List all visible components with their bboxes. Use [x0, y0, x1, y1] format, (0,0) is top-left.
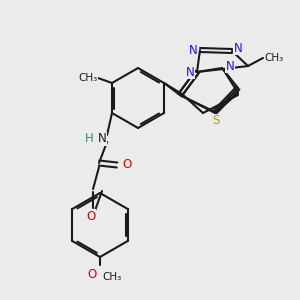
Text: S: S — [212, 115, 220, 128]
Text: H: H — [85, 133, 93, 146]
Text: N: N — [189, 44, 197, 56]
Text: O: O — [87, 268, 97, 281]
Text: CH₃: CH₃ — [102, 272, 122, 282]
Text: CH₃: CH₃ — [78, 73, 98, 83]
Text: N: N — [234, 41, 242, 55]
Text: N: N — [186, 65, 194, 79]
Text: O: O — [122, 158, 132, 172]
Text: N: N — [226, 59, 234, 73]
Text: O: O — [86, 209, 96, 223]
Text: CH₃: CH₃ — [264, 53, 284, 63]
Text: N: N — [98, 133, 106, 146]
